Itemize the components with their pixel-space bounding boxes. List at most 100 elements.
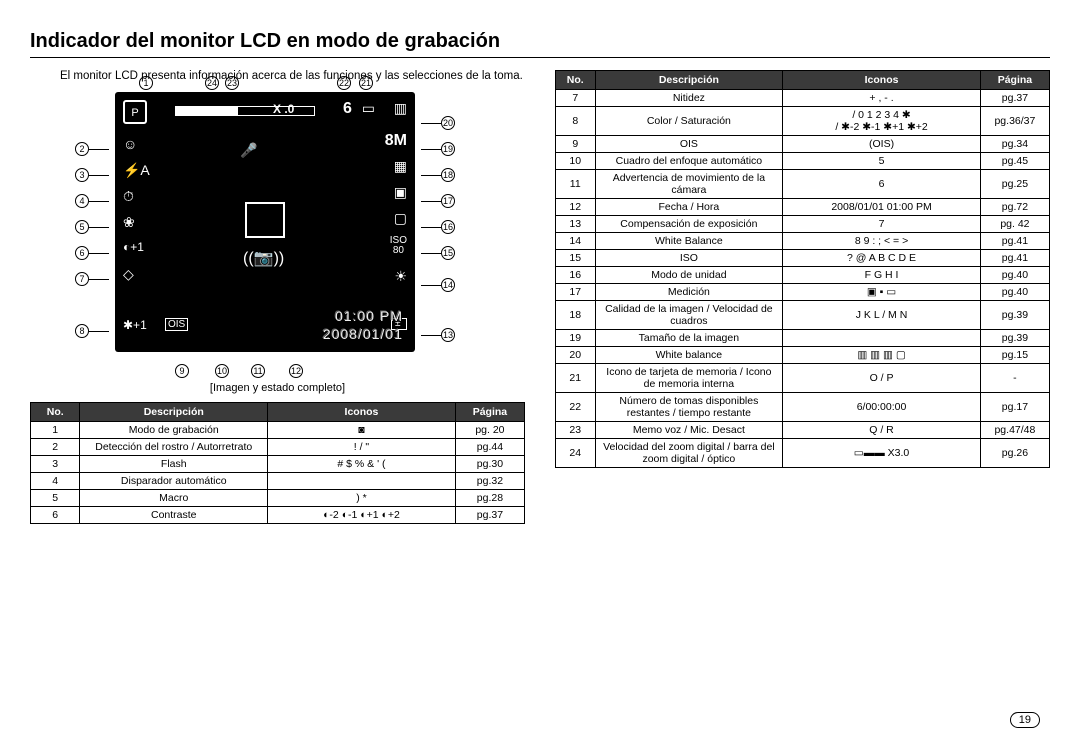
metering-icon: ▣ <box>394 184 407 201</box>
spec-table-2: No. Descripción Iconos Página 7Nitidez+ … <box>555 70 1050 468</box>
cell-page: pg. 20 <box>455 422 524 439</box>
table-row: 22Número de tomas disponibles restantes … <box>556 393 1050 422</box>
lcd-time: 01:00 PM <box>335 308 403 324</box>
cell-icons: ◙ <box>268 422 456 439</box>
cell-no: 18 <box>556 301 596 330</box>
cell-desc: Velocidad del zoom digital / barra del z… <box>595 439 783 468</box>
table-row: 4Disparador automáticopg.32 <box>31 473 525 490</box>
table-row: 8Color / Saturación/ 0 1 2 3 4 ✱ / ✱-2 ✱… <box>556 107 1050 136</box>
cell-icons: # $ % & ' ( <box>268 456 456 473</box>
cell-no: 1 <box>31 422 80 439</box>
timer-icon: ⏱ <box>123 188 134 205</box>
cell-desc: Nitidez <box>595 90 783 107</box>
cell-no: 12 <box>556 199 596 216</box>
cell-desc: Modo de unidad <box>595 267 783 284</box>
page-number: 19 <box>1010 712 1040 728</box>
table-row: 15ISO? @ A B C D Epg.41 <box>556 250 1050 267</box>
cell-no: 24 <box>556 439 596 468</box>
table-row: 23Memo voz / Mic. DesactQ / Rpg.47/48 <box>556 422 1050 439</box>
cell-page: pg.40 <box>980 284 1049 301</box>
af-box <box>245 202 285 238</box>
cell-icons: ) * <box>268 490 456 507</box>
iso-icon: ISO80 <box>390 236 407 256</box>
callout: 9 <box>175 364 189 378</box>
table-row: 18Calidad de la imagen / Velocidad de cu… <box>556 301 1050 330</box>
th-icons: Iconos <box>268 403 456 422</box>
callout: 6 <box>75 246 109 260</box>
cell-desc: Compensación de exposición <box>595 216 783 233</box>
cell-page: pg.44 <box>455 439 524 456</box>
cell-desc: White Balance <box>595 233 783 250</box>
table-row: 7Nitidez+ , - .pg.37 <box>556 90 1050 107</box>
cell-page: pg.40 <box>980 267 1049 284</box>
cell-page: pg.72 <box>980 199 1049 216</box>
cell-no: 15 <box>556 250 596 267</box>
cell-icons: / 0 1 2 3 4 ✱ / ✱-2 ✱-1 ✱+1 ✱+2 <box>783 107 981 136</box>
table-row: 9OIS(OIS)pg.34 <box>556 136 1050 153</box>
callout: 17 <box>421 194 455 208</box>
callout: 3 <box>75 168 109 182</box>
callout: 24 <box>205 76 219 90</box>
cell-desc: Modo de grabación <box>80 422 268 439</box>
battery-icon: ▥ <box>394 100 407 117</box>
cell-page: pg.26 <box>980 439 1049 468</box>
cell-icons: ! / " <box>268 439 456 456</box>
shake-icon: ((📷)) <box>243 248 284 268</box>
cell-no: 11 <box>556 170 596 199</box>
spec-table-1: No. Descripción Iconos Página 1Modo de g… <box>30 402 525 524</box>
cell-page: pg.39 <box>980 330 1049 347</box>
table-row: 24Velocidad del zoom digital / barra del… <box>556 439 1050 468</box>
contrast-icon: ◐+1 <box>123 240 144 254</box>
cell-desc: Icono de tarjeta de memoria / Icono de m… <box>595 364 783 393</box>
table-row: 16Modo de unidadF G H Ipg.40 <box>556 267 1050 284</box>
cell-no: 3 <box>31 456 80 473</box>
cell-desc: Medición <box>595 284 783 301</box>
cell-desc: Detección del rostro / Autorretrato <box>80 439 268 456</box>
callout: 20 <box>421 116 455 130</box>
page-title: Indicador del monitor LCD en modo de gra… <box>30 30 1050 53</box>
cell-icons: 8 9 : ; < = > <box>783 233 981 250</box>
cell-page: pg. 42 <box>980 216 1049 233</box>
cell-icons: F G H I <box>783 267 981 284</box>
cell-desc: Cuadro del enfoque automático <box>595 153 783 170</box>
cell-icons: 2008/01/01 01:00 PM <box>783 199 981 216</box>
cell-page: pg.28 <box>455 490 524 507</box>
callout: 11 <box>251 364 265 378</box>
cell-page: pg.34 <box>980 136 1049 153</box>
cell-page: pg.32 <box>455 473 524 490</box>
cell-icons: J K L / M N <box>783 301 981 330</box>
callout: 8 <box>75 324 109 338</box>
callout: 14 <box>421 278 455 292</box>
quality-icon: ▦ <box>394 158 407 175</box>
cell-page: pg.37 <box>455 507 524 524</box>
mode-icon: P <box>123 100 147 124</box>
cell-no: 10 <box>556 153 596 170</box>
lcd-date: 2008/01/01 <box>323 326 403 342</box>
cell-icons: 5 <box>783 153 981 170</box>
cell-desc: Número de tomas disponibles restantes / … <box>595 393 783 422</box>
zoom-text: X .0 <box>273 102 294 116</box>
th-desc: Descripción <box>80 403 268 422</box>
shots-remaining: 6 <box>343 100 352 118</box>
cell-icons <box>268 473 456 490</box>
cell-no: 8 <box>556 107 596 136</box>
cell-page: pg.25 <box>980 170 1049 199</box>
cell-icons: ▭▬▬ X3.0 <box>783 439 981 468</box>
cell-page: pg.41 <box>980 233 1049 250</box>
cell-page: pg.17 <box>980 393 1049 422</box>
cell-no: 2 <box>31 439 80 456</box>
table-row: 11Advertencia de movimiento de la cámara… <box>556 170 1050 199</box>
size-icon: 8M <box>385 132 407 150</box>
lcd-screen: P X .0 6 ▭ ▥ ☺ ⚡A ⏱ ❀ ◐+1 ◇ ✱+1 OIS 8M ▦… <box>115 92 415 352</box>
th-page: Página <box>455 403 524 422</box>
saturation-icon: ✱+1 <box>123 318 147 332</box>
callout: 7 <box>75 272 109 286</box>
table-row: 2Detección del rostro / Autorretrato! / … <box>31 439 525 456</box>
cell-icons: + , - . <box>783 90 981 107</box>
diagram-caption: [Imagen y estado completo] <box>30 382 525 394</box>
callout: 22 <box>337 76 351 90</box>
left-column: El monitor LCD presenta información acer… <box>30 70 525 524</box>
lcd-diagram: P X .0 6 ▭ ▥ ☺ ⚡A ⏱ ❀ ◐+1 ◇ ✱+1 OIS 8M ▦… <box>75 92 455 352</box>
cell-no: 23 <box>556 422 596 439</box>
cell-no: 17 <box>556 284 596 301</box>
